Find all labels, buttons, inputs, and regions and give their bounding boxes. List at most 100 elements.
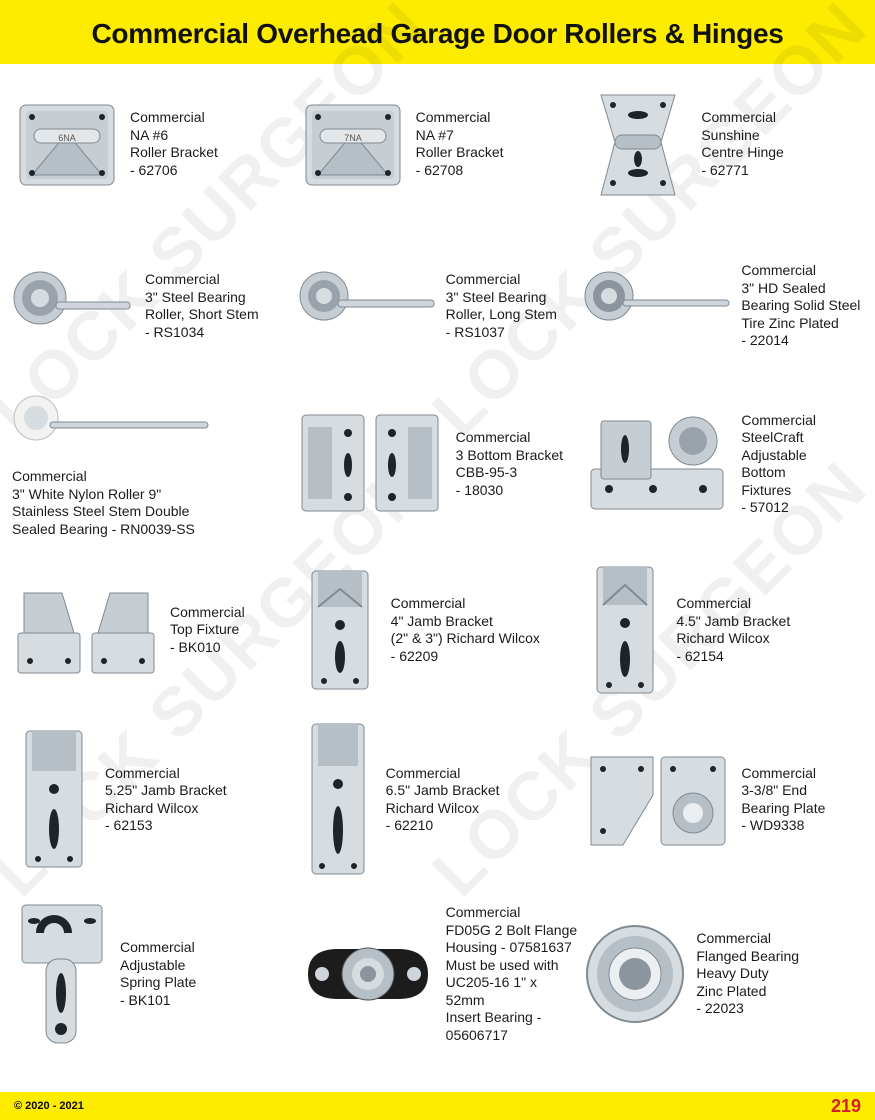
product-r6c2: CommercialFD05G 2 Bolt FlangeHousing - 0…	[298, 899, 578, 1049]
label-line: Roller Bracket	[130, 144, 218, 162]
product-r6c3: CommercialFlanged BearingHeavy DutyZinc …	[583, 899, 863, 1049]
product-image-jamb-bracket-65	[298, 722, 378, 877]
footer-band: © 2020 - 2021 219	[0, 1092, 875, 1120]
label-line: Richard Wilcox	[386, 800, 500, 818]
product-label: Commercial3" White Nylon Roller 9"Stainl…	[12, 468, 195, 538]
label-line: Commercial	[12, 468, 195, 486]
product-r4c3: Commercial4.5" Jamb BracketRichard Wilco…	[583, 560, 863, 700]
label-line: FD05G 2 Bolt Flange	[446, 922, 578, 940]
label-line: - BK101	[120, 992, 196, 1010]
label-line: Zinc Plated	[696, 983, 799, 1001]
label-line: Commercial	[416, 109, 504, 127]
product-image-roller-bracket-7: 7NA	[298, 97, 408, 192]
label-line: Fixtures	[741, 482, 816, 500]
label-line: Bearing Solid Steel	[741, 297, 860, 315]
label-line: 3 Bottom Bracket	[456, 447, 563, 465]
label-line: Roller, Long Stem	[446, 306, 557, 324]
product-r1c3: CommercialSunshineCentre Hinge- 62771	[583, 74, 863, 214]
product-image-jamb-bracket-45	[583, 563, 668, 698]
label-line: Stainless Steel Stem Double	[12, 503, 195, 521]
label-line: Roller, Short Stem	[145, 306, 259, 324]
label-line: NA #6	[130, 127, 218, 145]
label-line: - 62153	[105, 817, 227, 835]
product-image-steel-roller-short	[12, 266, 137, 346]
product-image-roller-bracket-6: 6NA	[12, 97, 122, 192]
copyright: © 2020 - 2021	[14, 1100, 84, 1112]
label-line: Commercial	[130, 109, 218, 127]
header-band: Commercial Overhead Garage Door Rollers …	[0, 0, 875, 64]
product-r6c1: CommercialAdjustableSpring Plate- BK101	[12, 899, 292, 1049]
product-image-jamb-bracket-525	[12, 727, 97, 872]
product-label: CommercialSunshineCentre Hinge- 62771	[701, 109, 784, 179]
label-line: Commercial	[145, 271, 259, 289]
product-label: CommercialTop Fixture- BK010	[170, 604, 245, 657]
label-line: UC205-16 1" x 52mm	[446, 974, 578, 1009]
label-line: - 62210	[386, 817, 500, 835]
product-image-hd-sealed-roller	[583, 266, 733, 346]
label-line: Must be used with	[446, 957, 578, 975]
label-line: Commercial	[676, 595, 790, 613]
label-line: - RS1037	[446, 324, 557, 342]
product-image-steel-roller-long	[298, 266, 438, 346]
label-line: - RS1034	[145, 324, 259, 342]
label-line: 6.5" Jamb Bracket	[386, 782, 500, 800]
label-line: Tire Zinc Plated	[741, 315, 860, 333]
product-label: Commercial3-3/8" EndBearing Plate- WD933…	[741, 765, 825, 835]
product-r5c2: Commercial6.5" Jamb BracketRichard Wilco…	[298, 722, 578, 877]
product-label: Commercial5.25" Jamb BracketRichard Wilc…	[105, 765, 227, 835]
svg-text:6NA: 6NA	[58, 133, 76, 143]
label-line: Top Fixture	[170, 621, 245, 639]
product-r3c2: Commercial3 Bottom BracketCBB-95-3- 1803…	[298, 390, 578, 538]
label-line: Sunshine	[701, 127, 784, 145]
label-line: Centre Hinge	[701, 144, 784, 162]
page-title: Commercial Overhead Garage Door Rollers …	[0, 18, 875, 50]
label-line: - 62706	[130, 162, 218, 180]
label-line: (2" & 3") Richard Wilcox	[391, 630, 540, 648]
product-label: CommercialNA #7Roller Bracket- 62708	[416, 109, 504, 179]
row-6: CommercialAdjustableSpring Plate- BK101 …	[12, 899, 863, 1049]
product-image-bottom-bracket	[298, 409, 448, 519]
product-r3c1: Commercial3" White Nylon Roller 9"Stainl…	[12, 390, 292, 538]
label-line: Commercial	[386, 765, 500, 783]
label-line: - 57012	[741, 499, 816, 517]
label-line: 3" White Nylon Roller 9"	[12, 486, 195, 504]
product-image-flanged-bearing	[583, 922, 688, 1027]
label-line: Commercial	[391, 595, 540, 613]
product-r2c1: Commercial3" Steel BearingRoller, Short …	[12, 236, 292, 376]
row-5: Commercial5.25" Jamb BracketRichard Wilc…	[12, 722, 863, 877]
product-label: CommercialAdjustableSpring Plate- BK101	[120, 939, 196, 1009]
catalog-grid: 6NA CommercialNA #6Roller Bracket- 62706…	[0, 64, 875, 1049]
row-4: CommercialTop Fixture- BK010 Commercial4…	[12, 560, 863, 700]
row-2: Commercial3" Steel BearingRoller, Short …	[12, 236, 863, 376]
label-line: Commercial	[105, 765, 227, 783]
product-image-top-fixture	[12, 575, 162, 685]
label-line: Commercial	[120, 939, 196, 957]
product-label: CommercialFD05G 2 Bolt FlangeHousing - 0…	[446, 904, 578, 1044]
label-line: - 62771	[701, 162, 784, 180]
label-line: - 62209	[391, 648, 540, 666]
label-line: Insert Bearing - 05606717	[446, 1009, 578, 1044]
product-r4c1: CommercialTop Fixture- BK010	[12, 560, 292, 700]
product-label: Commercial4.5" Jamb BracketRichard Wilco…	[676, 595, 790, 665]
product-label: Commercial6.5" Jamb BracketRichard Wilco…	[386, 765, 500, 835]
product-label: Commercial4" Jamb Bracket(2" & 3") Richa…	[391, 595, 540, 665]
label-line: SteelCraft	[741, 429, 816, 447]
product-label: Commercial3" Steel BearingRoller, Long S…	[446, 271, 557, 341]
label-line: Commercial	[741, 412, 816, 430]
label-line: Bearing Plate	[741, 800, 825, 818]
label-line: Richard Wilcox	[676, 630, 790, 648]
label-line: 3" HD Sealed	[741, 280, 860, 298]
label-line: - 62154	[676, 648, 790, 666]
label-line: Adjustable	[741, 447, 816, 465]
product-r5c3: Commercial3-3/8" EndBearing Plate- WD933…	[583, 722, 863, 877]
label-line: Flanged Bearing	[696, 948, 799, 966]
row-3: Commercial3" White Nylon Roller 9"Stainl…	[12, 390, 863, 538]
label-line: Sealed Bearing - RN0039-SS	[12, 521, 195, 539]
product-r2c2: Commercial3" Steel BearingRoller, Long S…	[298, 236, 578, 376]
product-r1c2: 7NA CommercialNA #7Roller Bracket- 62708	[298, 74, 578, 214]
label-line: Commercial	[696, 930, 799, 948]
product-r4c2: Commercial4" Jamb Bracket(2" & 3") Richa…	[298, 560, 578, 700]
label-line: Commercial	[456, 429, 563, 447]
page-number: 219	[831, 1096, 861, 1117]
label-line: - 62708	[416, 162, 504, 180]
